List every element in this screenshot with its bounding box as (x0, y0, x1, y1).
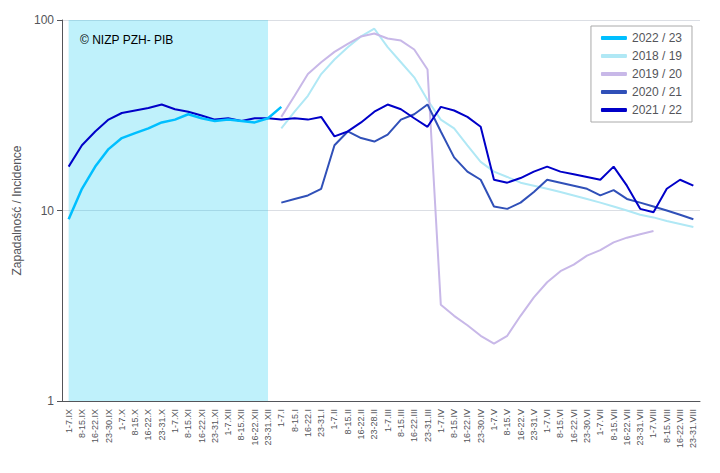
svg-text:16-22.II: 16-22.II (356, 409, 366, 440)
svg-text:8-15.I: 8-15.I (290, 409, 300, 432)
svg-text:23-30.VI: 23-30.VI (582, 409, 592, 443)
svg-text:10: 10 (41, 204, 55, 218)
svg-text:23-31.XII: 23-31.XII (263, 409, 273, 446)
svg-text:16-22.VII: 16-22.VII (622, 409, 632, 446)
svg-text:23-30.IV: 23-30.IV (476, 409, 486, 443)
svg-text:1: 1 (47, 394, 54, 408)
svg-text:1-7.II: 1-7.II (329, 409, 339, 430)
svg-text:1-7.VIII: 1-7.VIII (648, 409, 658, 438)
svg-text:2020 / 21: 2020 / 21 (632, 85, 682, 99)
svg-text:23-28.II: 23-28.II (369, 409, 379, 440)
svg-text:2021 / 22: 2021 / 22 (632, 103, 682, 117)
svg-text:1-7.X: 1-7.X (117, 409, 127, 431)
svg-text:1-7.V: 1-7.V (489, 409, 499, 431)
svg-text:16-22.XII: 16-22.XII (250, 409, 260, 446)
svg-text:8-15.XI: 8-15.XI (183, 409, 193, 438)
svg-text:1-7.XII: 1-7.XII (223, 409, 233, 436)
svg-text:16-22.IV: 16-22.IV (462, 409, 472, 443)
svg-text:23-31.X: 23-31.X (157, 409, 167, 441)
svg-text:23-31.XI: 23-31.XI (210, 409, 220, 443)
svg-text:1-7.IX: 1-7.IX (64, 409, 74, 433)
svg-text:1-7.VII: 1-7.VII (595, 409, 605, 436)
svg-text:23-31.VIII: 23-31.VIII (688, 409, 698, 448)
svg-text:16-22.V: 16-22.V (516, 409, 526, 441)
svg-text:100: 100 (34, 13, 54, 27)
svg-text:23-31.VII: 23-31.VII (635, 409, 645, 446)
svg-text:8-15.V: 8-15.V (502, 409, 512, 436)
svg-text:16-22.IX: 16-22.IX (90, 409, 100, 443)
svg-text:1-7.VI: 1-7.VI (542, 409, 552, 433)
svg-text:1-7.III: 1-7.III (383, 409, 393, 432)
svg-text:2022 / 23: 2022 / 23 (632, 31, 682, 45)
svg-text:8-15.X: 8-15.X (130, 409, 140, 436)
svg-text:8-15.II: 8-15.II (343, 409, 353, 435)
svg-text:16-22.VI: 16-22.VI (569, 409, 579, 443)
svg-text:8-15.III: 8-15.III (396, 409, 406, 437)
svg-text:16-22.X: 16-22.X (143, 409, 153, 441)
svg-text:2019 / 20: 2019 / 20 (632, 67, 682, 81)
svg-text:1-7.IV: 1-7.IV (436, 409, 446, 433)
svg-text:8-15.IX: 8-15.IX (77, 409, 87, 438)
svg-text:16-22.VIII: 16-22.VIII (675, 409, 685, 448)
svg-text:8-15.XII: 8-15.XII (236, 409, 246, 441)
svg-text:© NIZP PZH- PIB: © NIZP PZH- PIB (80, 33, 173, 47)
svg-text:2018 / 19: 2018 / 19 (632, 49, 682, 63)
svg-text:16-22.XI: 16-22.XI (197, 409, 207, 443)
svg-text:8-15.VI: 8-15.VI (555, 409, 565, 438)
svg-text:8-15.IV: 8-15.IV (449, 409, 459, 438)
svg-text:8-15.VIII: 8-15.VIII (662, 409, 672, 443)
svg-text:8-15.VII: 8-15.VII (609, 409, 619, 441)
svg-text:23-31.III: 23-31.III (423, 409, 433, 442)
svg-text:16-22.III: 16-22.III (409, 409, 419, 442)
svg-text:23-31.V: 23-31.V (529, 409, 539, 441)
svg-text:16-22.I: 16-22.I (303, 409, 313, 437)
svg-text:Zapadalność / Incidence: Zapadalność / Incidence (10, 145, 24, 275)
svg-text:23-30.IX: 23-30.IX (104, 409, 114, 443)
svg-text:23-31.I: 23-31.I (316, 409, 326, 437)
svg-text:1-7.XI: 1-7.XI (170, 409, 180, 433)
svg-text:1-7.I: 1-7.I (276, 409, 286, 427)
